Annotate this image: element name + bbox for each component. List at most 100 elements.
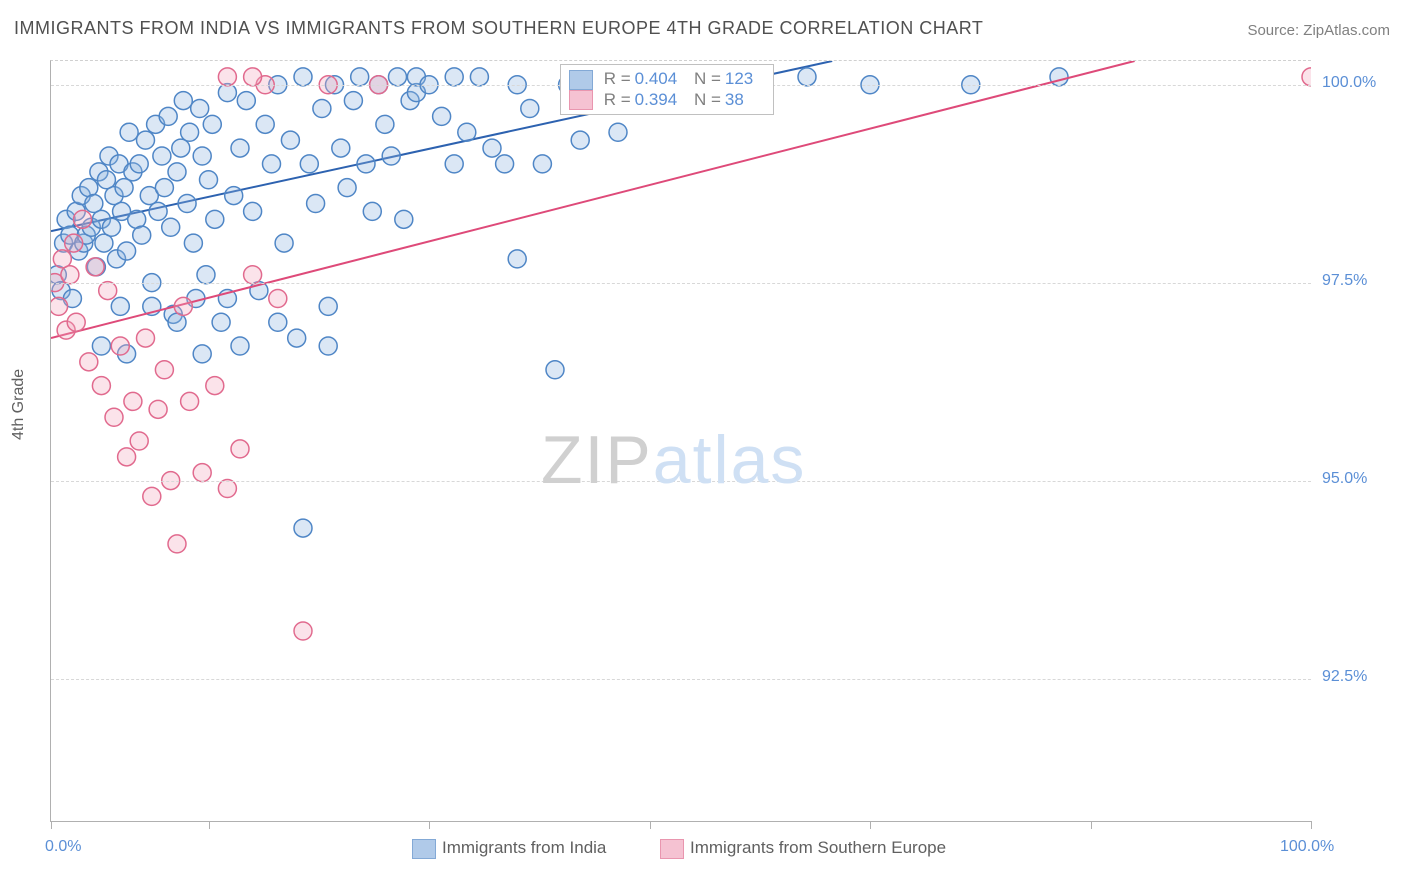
data-point-india	[508, 250, 526, 268]
data-point-seurope	[269, 290, 287, 308]
data-point-india	[521, 100, 539, 118]
data-point-seurope	[86, 258, 104, 276]
data-point-seurope	[174, 297, 192, 315]
data-point-india	[496, 155, 514, 173]
data-point-seurope	[105, 408, 123, 426]
x-tick	[1311, 821, 1312, 829]
data-point-india	[193, 345, 211, 363]
x-tick	[1091, 821, 1092, 829]
data-point-seurope	[206, 377, 224, 395]
data-point-india	[231, 337, 249, 355]
data-point-india	[351, 68, 369, 86]
data-point-india	[206, 210, 224, 228]
scatter-svg	[51, 61, 1311, 821]
data-point-seurope	[294, 622, 312, 640]
data-point-india	[300, 155, 318, 173]
data-point-india	[294, 519, 312, 537]
x-tick	[51, 821, 52, 829]
data-point-india	[225, 187, 243, 205]
data-point-india	[307, 195, 325, 213]
data-point-seurope	[61, 266, 79, 284]
data-point-india	[470, 68, 488, 86]
data-point-india	[382, 147, 400, 165]
data-point-india	[174, 92, 192, 110]
data-point-seurope	[118, 448, 136, 466]
data-point-india	[389, 68, 407, 86]
y-axis-label: 4th Grade	[10, 369, 28, 440]
chart-title: IMMIGRANTS FROM INDIA VS IMMIGRANTS FROM…	[14, 18, 983, 39]
data-point-india	[155, 179, 173, 197]
data-point-india	[184, 234, 202, 252]
data-point-india	[244, 202, 262, 220]
data-point-india	[256, 115, 274, 133]
data-point-india	[269, 313, 287, 331]
data-point-india	[153, 147, 171, 165]
data-point-india	[193, 147, 211, 165]
data-point-india	[137, 131, 155, 149]
data-point-india	[263, 155, 281, 173]
data-point-seurope	[51, 297, 68, 315]
data-point-india	[609, 123, 627, 141]
data-point-seurope	[137, 329, 155, 347]
plot-area: ZIPatlas	[50, 60, 1311, 822]
data-point-india	[102, 218, 120, 236]
data-point-india	[288, 329, 306, 347]
data-point-seurope	[67, 313, 85, 331]
stats-row-india: R =0.404 N =123	[569, 69, 765, 90]
data-point-india	[237, 92, 255, 110]
legend-item-seurope: Immigrants from Southern Europe	[660, 838, 946, 859]
data-point-india	[118, 242, 136, 260]
data-point-seurope	[244, 266, 262, 284]
data-point-seurope	[193, 464, 211, 482]
data-point-india	[344, 92, 362, 110]
data-point-india	[159, 107, 177, 125]
legend-swatch-seurope	[660, 839, 684, 859]
grid-line	[51, 679, 1311, 680]
data-point-seurope	[181, 392, 199, 410]
stats-row-seurope: R =0.394 N =38	[569, 90, 765, 111]
stats-box: R =0.404 N =123 R =0.394 N =38	[560, 64, 774, 115]
data-point-seurope	[92, 377, 110, 395]
x-tick-label-left: 0.0%	[45, 838, 81, 856]
data-point-india	[433, 107, 451, 125]
data-point-seurope	[99, 282, 117, 300]
data-point-india	[445, 68, 463, 86]
data-point-india	[319, 297, 337, 315]
data-point-india	[130, 155, 148, 173]
y-tick-label: 92.5%	[1322, 668, 1367, 686]
data-point-india	[338, 179, 356, 197]
data-point-india	[445, 155, 463, 173]
data-point-india	[200, 171, 218, 189]
legend-item-india: Immigrants from India	[412, 838, 606, 859]
data-point-india	[395, 210, 413, 228]
data-point-seurope	[143, 487, 161, 505]
x-tick	[209, 821, 210, 829]
data-point-india	[133, 226, 151, 244]
data-point-seurope	[111, 337, 129, 355]
data-point-india	[294, 68, 312, 86]
data-point-india	[231, 139, 249, 157]
data-point-india	[281, 131, 299, 149]
stats-swatch-seurope	[569, 90, 593, 110]
data-point-india	[115, 179, 133, 197]
source-label: Source: ZipAtlas.com	[1247, 22, 1390, 39]
data-point-india	[798, 68, 816, 86]
data-point-seurope	[155, 361, 173, 379]
data-point-seurope	[130, 432, 148, 450]
data-point-india	[149, 202, 167, 220]
data-point-seurope	[124, 392, 142, 410]
data-point-india	[1050, 68, 1068, 86]
data-point-india	[458, 123, 476, 141]
data-point-india	[571, 131, 589, 149]
data-point-seurope	[74, 210, 92, 228]
data-point-seurope	[231, 440, 249, 458]
data-point-india	[181, 123, 199, 141]
data-point-india	[120, 123, 138, 141]
data-point-seurope	[244, 68, 262, 86]
data-point-india	[363, 202, 381, 220]
data-point-india	[162, 218, 180, 236]
x-tick	[650, 821, 651, 829]
data-point-india	[275, 234, 293, 252]
data-point-india	[168, 163, 186, 181]
data-point-india	[376, 115, 394, 133]
